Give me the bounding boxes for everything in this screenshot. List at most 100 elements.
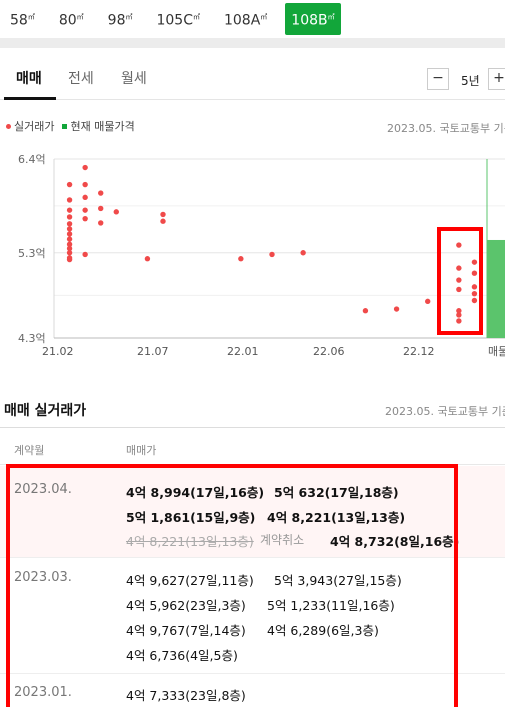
deal-price: 4억 5,962(23일,3층): [126, 598, 246, 613]
price-point: [66, 245, 73, 252]
price-point: [456, 265, 462, 271]
size-tab-98[interactable]: 98㎡: [108, 3, 133, 35]
deal-price: 4억 6,736(4일,5층): [126, 648, 238, 663]
size-tab-label: 108A: [223, 12, 261, 29]
table-row: 2023.01. 4억 7,333(23일,8층): [0, 674, 505, 707]
deal-price: 5억 3,943(27일,15층): [274, 573, 402, 588]
price-point: [82, 181, 88, 188]
highlight-box-chart: [437, 227, 483, 335]
price-point: [98, 205, 104, 212]
period-label: 5년: [461, 74, 480, 88]
deal-price: 5억 1,861(15일,9층): [126, 510, 256, 525]
size-tab-label: 80: [58, 12, 77, 29]
row-date: 2023.01.: [14, 685, 72, 700]
tab-monthly-rent[interactable]: 월세: [121, 71, 147, 87]
deal-price: 4억 9,627(27일,11층): [126, 573, 254, 588]
highlight-box-table: [6, 464, 458, 707]
chart-legend: 실거래가 현재 매물가격: [6, 118, 135, 134]
col-price-header: 매매가: [126, 444, 157, 457]
price-point: [425, 298, 431, 305]
deal-price: 5억 632(17일,18층): [274, 485, 399, 500]
deal-price: 4억 8,732(8일,16층): [330, 534, 460, 549]
period-increase-button[interactable]: +: [488, 68, 505, 90]
price-point: [66, 226, 73, 232]
x-tick-label: 22.12: [403, 345, 435, 358]
x-tick-label: 22.01: [227, 345, 259, 358]
size-tab-105c[interactable]: 105C㎡: [156, 3, 200, 35]
trade-tabs: 매매 전세 월세 − 5년 +: [0, 48, 505, 100]
price-point: [471, 297, 478, 304]
price-point: [66, 256, 73, 263]
price-point: [66, 181, 73, 188]
x-tick-label: 21.07: [137, 345, 169, 358]
price-point: [160, 218, 166, 224]
size-tab-unit: ㎡: [27, 13, 35, 22]
price-point: [300, 250, 306, 256]
x-tick-label: 매물: [488, 345, 505, 358]
size-tab-unit: ㎡: [192, 13, 200, 22]
legend-actual-label: 실거래가: [14, 120, 55, 133]
section-title: 매매 실거래가: [4, 403, 87, 419]
y-tick-label: 5.3억: [18, 247, 46, 260]
size-tab-unit: ㎡: [76, 13, 84, 22]
cancelled-deal-price: 4억 8,221(13일,13층): [126, 534, 254, 549]
legend-current-label: 현재 매물가격: [70, 120, 135, 133]
price-point: [471, 284, 478, 290]
deal-price: 4억 6,289(6일,3층): [267, 623, 379, 638]
size-tab-80[interactable]: 80㎡: [59, 3, 84, 35]
row-date: 2023.03.: [14, 570, 72, 585]
price-point: [471, 290, 478, 297]
chart-source: 2023.05. 국토교통부 기준: [387, 122, 505, 135]
price-point: [456, 277, 462, 283]
price-point: [471, 270, 478, 276]
table-row: 2023.03. 4억 9,627(27일,11층) 5억 3,943(27일,…: [0, 558, 505, 674]
price-point: [82, 215, 88, 222]
size-tab-108a[interactable]: 108A㎡: [224, 3, 267, 35]
deal-price: 4억 7,333(23일,8층): [126, 688, 246, 703]
price-point: [456, 286, 462, 293]
section-source: 2023.05. 국토교통부 기준: [385, 405, 505, 418]
price-point: [82, 164, 88, 171]
size-tab-label: 58: [10, 12, 28, 29]
listing-price-square-icon: [62, 123, 68, 129]
price-point: [66, 221, 73, 227]
table-header: 계약월 매매가: [0, 427, 505, 465]
deal-price: 4억 9,767(7일,14층): [126, 623, 246, 638]
deal-price: 4억 8,221(13일,13층): [267, 510, 406, 525]
deal-price: 5억 1,233(11일,16층): [267, 598, 395, 613]
size-tab-108b[interactable]: 108B㎡: [285, 3, 341, 35]
deal-price: 4억 8,994(17일,16층): [126, 485, 265, 500]
y-tick-label: 6.4억: [18, 153, 46, 166]
price-point: [66, 231, 73, 237]
y-tick-label: 4.3억: [18, 332, 46, 345]
price-point: [456, 242, 462, 248]
price-point: [66, 207, 73, 213]
period-decrease-button[interactable]: −: [427, 68, 449, 90]
size-tab-unit: ㎡: [125, 13, 133, 22]
row-date: 2023.04.: [14, 482, 72, 497]
price-point: [98, 220, 104, 226]
x-tick-label: 21.02: [42, 345, 74, 358]
price-point: [66, 197, 73, 203]
price-point: [160, 211, 166, 218]
tab-sale[interactable]: 매매: [16, 71, 42, 87]
price-point: [144, 256, 151, 262]
price-point: [269, 251, 275, 258]
price-point: [456, 318, 462, 324]
price-point: [82, 194, 88, 201]
price-point: [456, 308, 462, 314]
price-point: [393, 306, 400, 312]
size-tab-unit: ㎡: [327, 13, 335, 22]
size-tab-58[interactable]: 58㎡: [10, 3, 35, 35]
size-tab-label: 108B: [291, 12, 328, 29]
cancelled-tag: 계약취소: [260, 533, 305, 547]
col-date-header: 계약월: [14, 444, 45, 457]
size-tab-unit: ㎡: [260, 13, 268, 22]
price-point: [238, 256, 244, 262]
tab-jeonse[interactable]: 전세: [68, 71, 94, 87]
price-point: [471, 259, 478, 265]
price-point: [82, 251, 88, 258]
price-point: [362, 308, 369, 314]
table-row: 2023.04. 4억 8,994(17일,16층) 5억 632(17일,18…: [0, 466, 505, 558]
